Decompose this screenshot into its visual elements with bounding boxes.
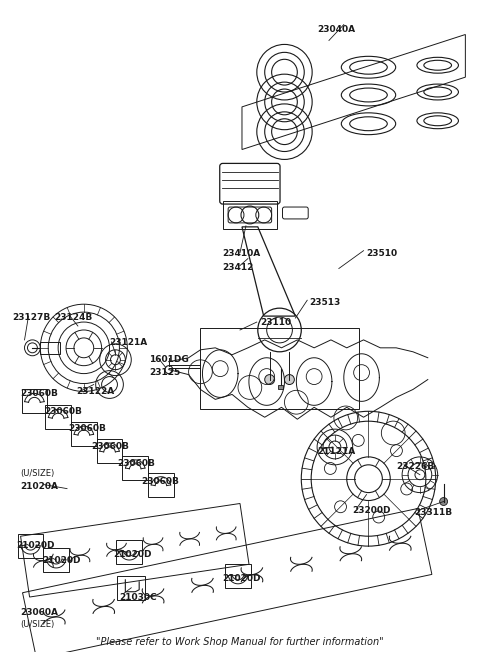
- Text: 1601DG: 1601DG: [149, 355, 189, 364]
- Bar: [96, 439, 122, 463]
- Text: 21020A: 21020A: [21, 481, 59, 491]
- Bar: [18, 534, 43, 558]
- Text: 23110: 23110: [260, 318, 291, 327]
- Circle shape: [285, 375, 294, 384]
- Text: 23060B: 23060B: [141, 477, 179, 486]
- Text: (U/SIZE): (U/SIZE): [21, 469, 55, 477]
- Text: 23060B: 23060B: [118, 459, 156, 468]
- Bar: [117, 540, 142, 564]
- Bar: [225, 564, 251, 588]
- Bar: [40, 342, 60, 354]
- Circle shape: [440, 498, 447, 506]
- Text: 23410A: 23410A: [222, 249, 261, 257]
- Text: 23060B: 23060B: [44, 407, 82, 417]
- Text: 23125: 23125: [149, 367, 180, 377]
- Text: 23060B: 23060B: [68, 424, 106, 433]
- Bar: [43, 548, 69, 572]
- Text: 21020D: 21020D: [222, 574, 261, 583]
- Text: 21020D: 21020D: [113, 550, 152, 559]
- Text: 23040A: 23040A: [317, 25, 355, 33]
- Text: 21020D: 21020D: [17, 541, 55, 550]
- Text: 23060B: 23060B: [92, 442, 130, 451]
- Text: 23121A: 23121A: [109, 338, 148, 347]
- Text: 23311B: 23311B: [414, 508, 452, 517]
- Bar: [45, 405, 71, 429]
- Bar: [71, 422, 96, 446]
- Text: 23200D: 23200D: [353, 506, 391, 515]
- Text: 23513: 23513: [309, 298, 340, 307]
- Circle shape: [264, 375, 275, 384]
- Bar: [118, 576, 145, 600]
- Text: 23412: 23412: [222, 263, 253, 272]
- Text: 23226B: 23226B: [396, 462, 434, 471]
- Bar: [122, 456, 148, 479]
- Text: 21030C: 21030C: [120, 593, 157, 602]
- Text: 23060B: 23060B: [21, 390, 59, 398]
- Text: 23122A: 23122A: [76, 388, 114, 396]
- Text: 23124B: 23124B: [54, 313, 93, 322]
- Text: 23060A: 23060A: [21, 608, 59, 616]
- Bar: [22, 390, 47, 413]
- Text: 21020D: 21020D: [42, 556, 81, 565]
- Text: 23510: 23510: [367, 249, 397, 257]
- Bar: [148, 473, 174, 496]
- Text: 23127B: 23127B: [12, 313, 51, 322]
- Text: "Please refer to Work Shop Manual for further information": "Please refer to Work Shop Manual for fu…: [96, 637, 384, 647]
- Bar: [277, 384, 284, 390]
- Bar: [223, 201, 277, 229]
- Text: 21121A: 21121A: [317, 447, 355, 456]
- Text: (U/SIZE): (U/SIZE): [21, 620, 55, 629]
